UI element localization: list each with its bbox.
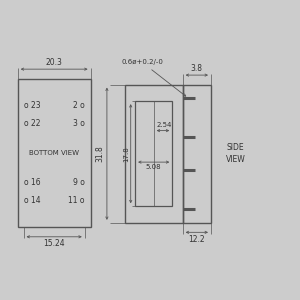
- Text: 0.6ø+0.2/-0: 0.6ø+0.2/-0: [121, 59, 186, 96]
- Text: 15.24: 15.24: [43, 239, 65, 248]
- Bar: [18, 79, 91, 227]
- Text: o 14: o 14: [24, 196, 40, 205]
- Text: 17.8: 17.8: [123, 146, 129, 162]
- Text: SIDE
VIEW: SIDE VIEW: [226, 143, 245, 164]
- Text: 3.8: 3.8: [191, 64, 203, 73]
- Text: 3 o: 3 o: [73, 119, 85, 128]
- Text: o 22: o 22: [24, 119, 40, 128]
- Text: BOTTOM VIEW: BOTTOM VIEW: [29, 150, 79, 156]
- Text: 2 o: 2 o: [73, 101, 85, 110]
- Text: 11 o: 11 o: [68, 196, 85, 205]
- Text: 5.08: 5.08: [146, 164, 161, 170]
- Text: 12.2: 12.2: [188, 235, 205, 244]
- Text: 20.3: 20.3: [46, 58, 63, 67]
- Bar: [135, 101, 172, 206]
- Text: 9 o: 9 o: [73, 178, 85, 187]
- Text: 31.8: 31.8: [95, 145, 104, 162]
- Text: 2.54: 2.54: [157, 122, 172, 128]
- Bar: [183, 85, 211, 223]
- Text: o 16: o 16: [24, 178, 40, 187]
- Text: o 23: o 23: [24, 101, 40, 110]
- Bar: [125, 85, 183, 223]
